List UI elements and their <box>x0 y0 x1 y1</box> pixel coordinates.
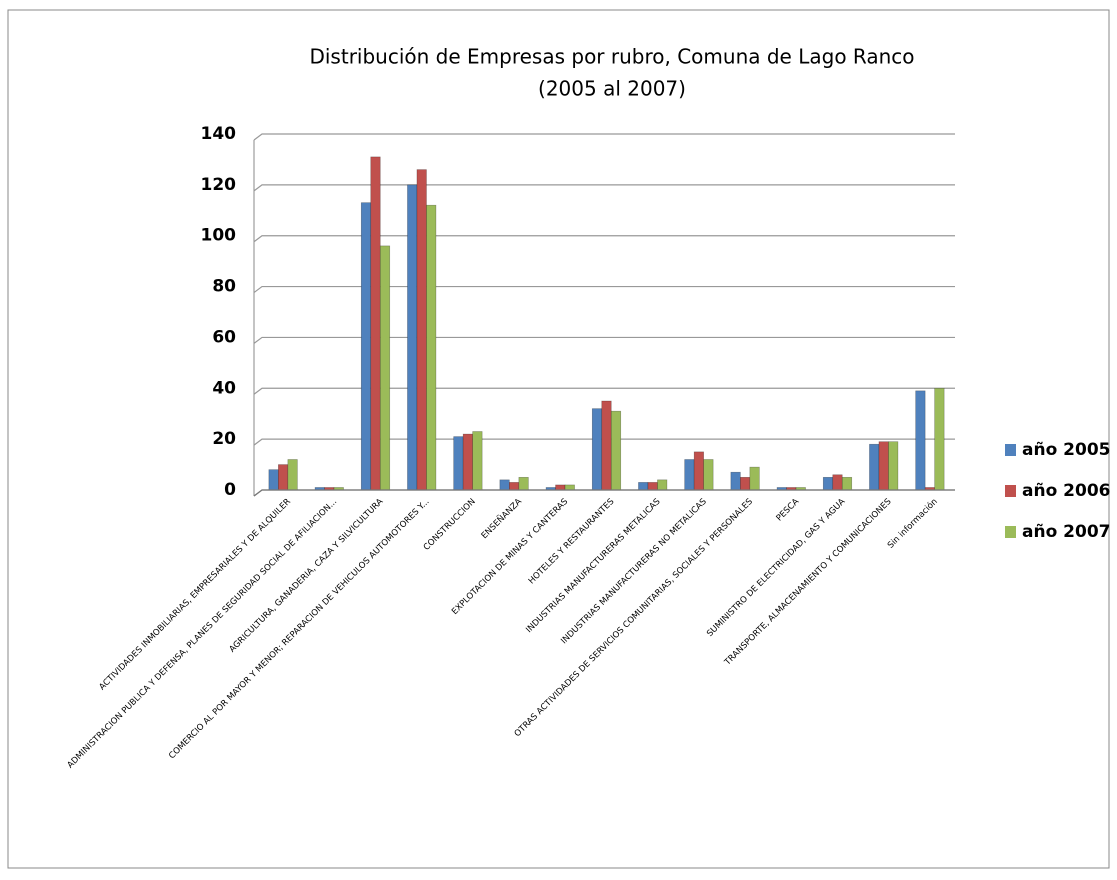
bar <box>657 479 668 491</box>
bar <box>841 476 853 491</box>
bar <box>407 184 418 491</box>
grid-line <box>253 438 955 446</box>
bar <box>462 433 473 491</box>
bar <box>379 245 391 491</box>
bar <box>509 482 520 491</box>
y-tick-label: 100 <box>201 226 237 246</box>
legend-label: año 2005 <box>1022 440 1111 460</box>
bar <box>499 479 510 491</box>
legend-swatch <box>1005 485 1016 497</box>
bar <box>822 476 834 491</box>
grid-line <box>253 336 955 344</box>
legend-label: año 2006 <box>1022 481 1111 501</box>
chart-title: (2005 al 2007) <box>538 77 686 101</box>
bar <box>878 441 889 491</box>
y-tick-label: 80 <box>212 277 236 297</box>
bar <box>453 436 464 491</box>
bar <box>610 410 622 491</box>
bar <box>518 476 529 491</box>
bar <box>426 204 437 491</box>
bar <box>749 466 760 491</box>
bar <box>601 400 612 491</box>
legend-label: año 2007 <box>1022 522 1111 542</box>
legend-swatch <box>1005 526 1016 538</box>
grid-line <box>253 285 955 294</box>
bar <box>647 482 658 491</box>
bar <box>730 471 741 491</box>
bar <box>915 390 926 491</box>
y-tick-label: 120 <box>201 175 237 195</box>
bar <box>934 387 945 491</box>
bar <box>888 441 899 491</box>
y-tick-label: 0 <box>224 480 236 500</box>
bar <box>740 476 751 491</box>
legend-swatch <box>1005 444 1016 456</box>
bar <box>869 443 880 491</box>
bar <box>693 451 704 491</box>
bar <box>564 484 575 491</box>
bar <box>287 459 298 491</box>
bar <box>360 202 372 491</box>
bar <box>832 474 843 491</box>
bar <box>416 169 427 491</box>
y-tick-label: 40 <box>212 378 236 398</box>
grid-line <box>253 387 955 395</box>
bar <box>703 459 714 491</box>
y-tick-label: 20 <box>212 429 236 449</box>
floor <box>253 489 955 497</box>
grid-line <box>253 184 955 192</box>
grid-line <box>253 133 955 141</box>
bar <box>268 469 279 491</box>
grid-line <box>253 235 955 243</box>
y-tick-label: 60 <box>212 327 236 347</box>
bar <box>638 482 649 491</box>
bar <box>591 408 603 491</box>
bar <box>555 484 566 491</box>
y-tick-label: 140 <box>201 124 237 144</box>
bar <box>370 156 381 491</box>
chart-title: Distribución de Empresas por rubro, Comu… <box>309 45 914 69</box>
bar <box>278 464 289 491</box>
bar <box>472 431 483 491</box>
bar <box>684 459 695 491</box>
